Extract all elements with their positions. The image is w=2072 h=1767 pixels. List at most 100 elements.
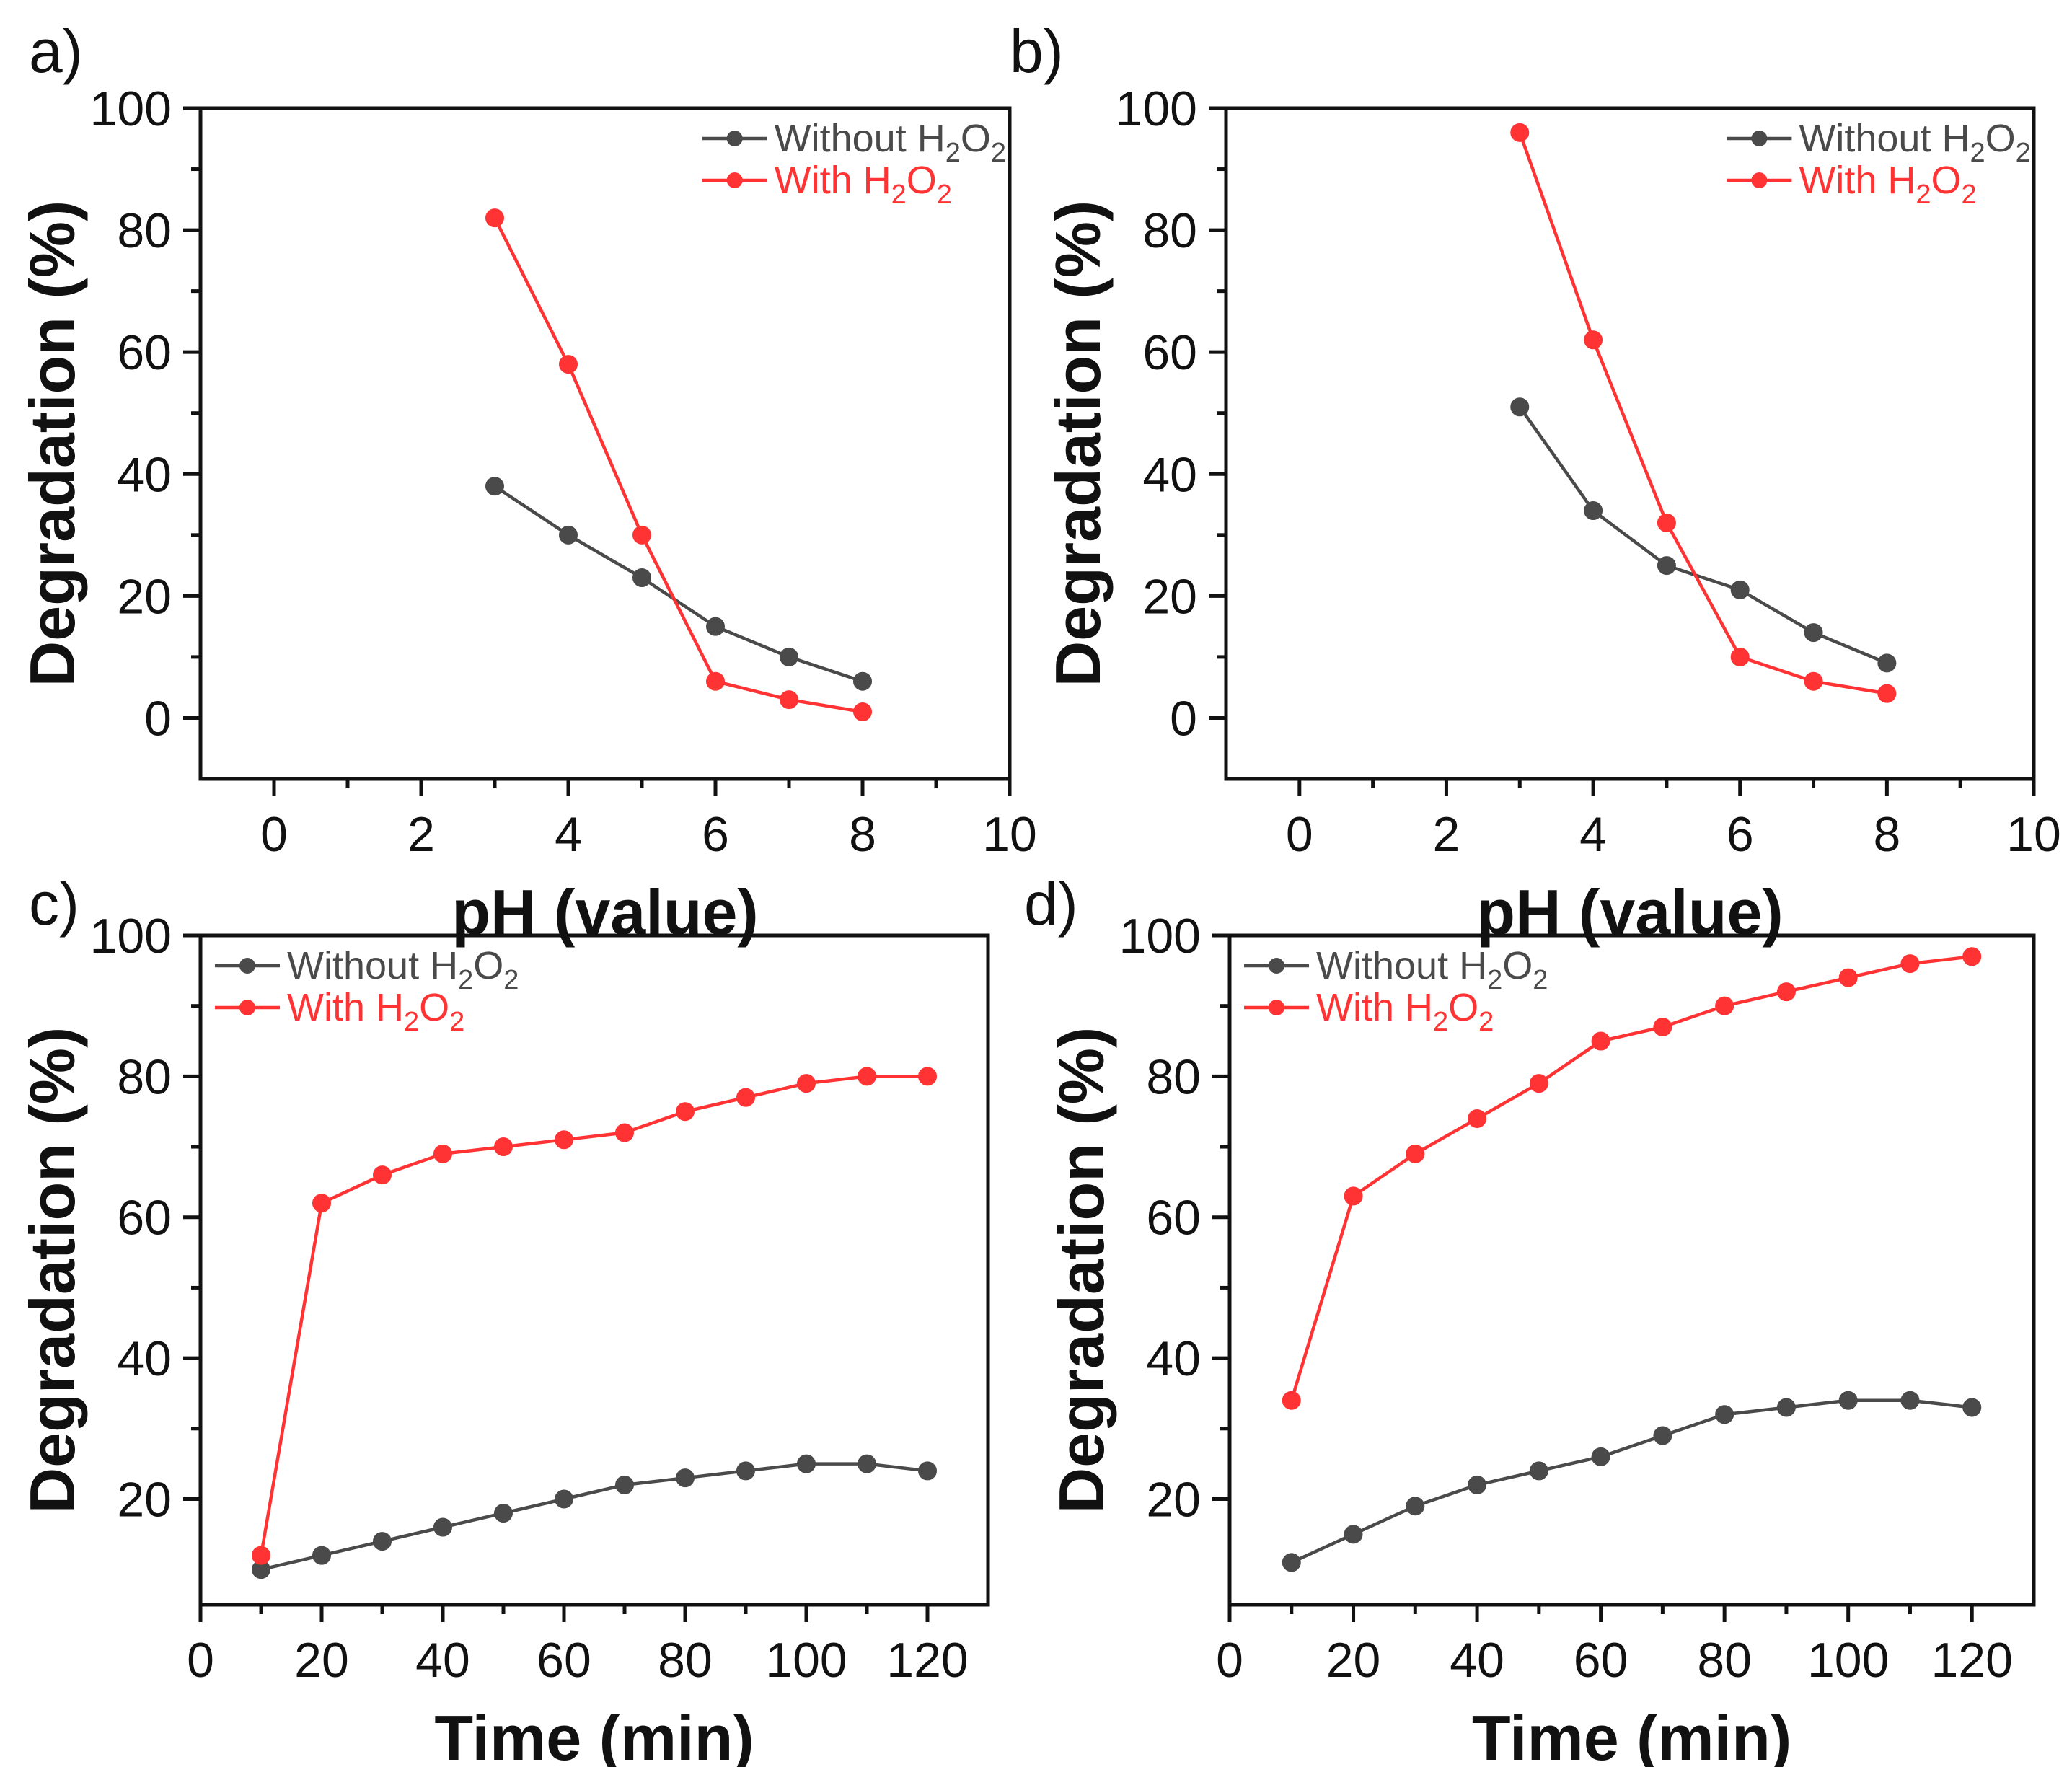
legend-marker [726,172,743,188]
legend-entry: With H2O2 [1799,159,1976,210]
data-point [1730,580,1750,599]
x-tick-label: 2 [407,807,435,862]
series-without-h2o2 [485,477,872,691]
panel-label: a) [29,17,83,85]
plot-frame [1227,933,2036,1607]
x-tick-label: 6 [1727,807,1754,862]
data-point [1529,1461,1548,1481]
data-point [1406,1144,1425,1163]
data-point [373,1165,392,1185]
data-point [1529,1074,1548,1093]
y-tick-label: 60 [117,1191,172,1246]
x-tick-label: 80 [1697,1633,1752,1688]
x-tick-label: 0 [187,1633,214,1688]
data-point [918,1067,937,1086]
series-with-h2o2 [1282,947,1982,1410]
data-point [918,1461,937,1481]
y-tick-label: 60 [1142,325,1197,380]
data-point [858,1454,876,1473]
data-point [632,568,651,587]
data-point [797,1454,816,1473]
y-tick-label: 80 [117,1049,172,1104]
data-point [1962,1398,1982,1417]
legend-marker [726,131,743,146]
series-without-h2o2 [1282,1391,1982,1572]
series-with-h2o2 [485,208,872,721]
data-point [559,525,578,545]
legend-marker [1751,131,1768,146]
data-point [1838,968,1858,987]
data-point [1653,1426,1672,1445]
data-point [1776,982,1796,1002]
y-axis-title: Degradation (%) [1042,201,1114,687]
data-point [853,671,872,691]
data-point [1776,1398,1796,1417]
x-tick-label: 10 [2006,807,2061,862]
x-tick-label: 20 [294,1633,349,1688]
data-point [1877,684,1897,703]
plot-frame [198,106,1012,781]
x-tick-label: 120 [886,1633,968,1688]
data-point [252,1546,270,1565]
y-tick-label: 40 [1142,447,1197,502]
y-tick-label: 100 [1116,81,1197,136]
data-point [1591,1031,1610,1051]
series-without-h2o2 [1510,397,1897,673]
x-tick-label: 0 [1216,1633,1243,1688]
data-point [373,1532,392,1551]
data-point [1282,1553,1301,1572]
x-tick-label: 100 [765,1633,847,1688]
x-tick-label: 6 [702,807,729,862]
data-point [676,1102,695,1122]
data-point [559,355,578,374]
x-tick-label: 60 [1574,1633,1628,1688]
legend-entry: Without H2O2 [287,944,519,995]
data-point [494,1137,513,1157]
data-point [736,1461,755,1481]
panel-label: d) [1024,870,1078,938]
y-tick-label: 0 [144,691,172,746]
data-point [632,525,651,545]
series-line [259,1075,927,1556]
data-point [485,477,504,496]
legend-entry: Without H2O2 [1316,944,1548,995]
x-tick-label: 2 [1433,807,1460,862]
y-axis-title: Degradation (%) [17,201,88,687]
data-point [1468,1109,1487,1128]
series-with-h2o2 [252,1067,937,1565]
data-point [1730,647,1750,666]
data-point [615,1475,634,1494]
data-point [494,1504,513,1523]
x-axis-title: Time (min) [1472,1702,1791,1767]
data-point [1838,1391,1858,1410]
data-point [1653,1017,1672,1036]
data-point [433,1517,452,1537]
x-tick-label: 10 [982,807,1037,862]
data-point [1715,1405,1734,1424]
legend-entry: Without H2O2 [1799,117,2030,168]
data-point [1344,1186,1363,1206]
series-line [1518,132,1887,695]
data-point [1344,1525,1363,1544]
legend-marker [239,958,255,974]
x-tick-label: 40 [1450,1633,1504,1688]
y-tick-label: 20 [1142,569,1197,624]
legend-entry: With H2O2 [1316,986,1494,1037]
legend-marker [239,1000,255,1015]
legend-marker [1269,1000,1284,1015]
x-axis-title: Time (min) [434,1702,754,1767]
data-point [1962,947,1982,966]
y-tick-label: 100 [90,81,172,136]
data-point [1877,653,1897,673]
legend-entry: With H2O2 [775,159,952,210]
data-point [736,1088,755,1107]
series-line [1290,955,1972,1401]
series-line [260,1462,928,1572]
data-point [858,1067,876,1086]
y-tick-label: 60 [1146,1191,1201,1246]
